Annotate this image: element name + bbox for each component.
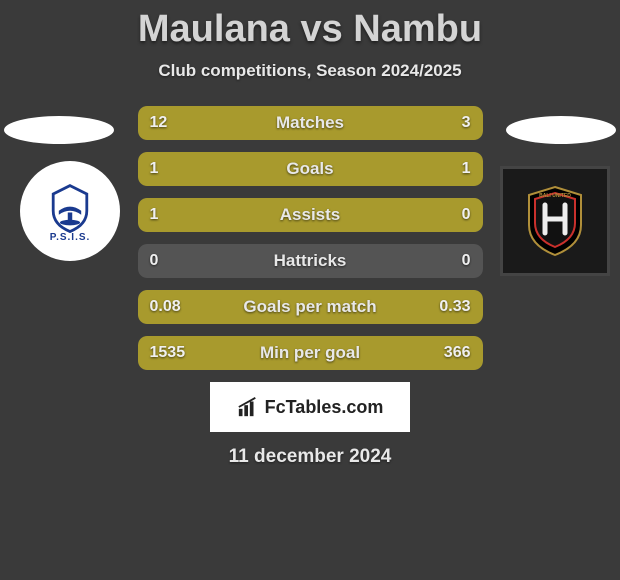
psis-text: P.S.I.S. [50,232,91,243]
psis-logo: P.S.I.S. [30,171,110,251]
stat-value-left: 1535 [150,344,186,362]
stat-fill-right [310,152,483,186]
comparison-content: P.S.I.S. BALI UNITED 12 Matches 3 1 Goals 1 1 A… [0,106,620,370]
stat-value-right: 0.33 [439,298,470,316]
comparison-date: 11 december 2024 [0,446,620,468]
stat-label: Goals [286,159,333,179]
team-badge-right: BALI UNITED [500,166,610,276]
team-badge-left: P.S.I.S. [20,161,120,261]
stat-label: Hattricks [274,251,347,271]
comparison-title: Maulana vs Nambu [0,0,620,51]
brand-text: FcTables.com [265,397,384,418]
stat-label: Assists [280,205,340,225]
stat-value-left: 1 [150,160,159,178]
stat-row: 0.08 Goals per match 0.33 [138,290,483,324]
stat-value-left: 0 [150,252,159,270]
stat-rows: 12 Matches 3 1 Goals 1 1 Assists 0 0 Hattricks 0 0.0… [138,106,483,370]
stat-value-left: 12 [150,114,168,132]
bali-united-logo: BALI UNITED [525,185,585,257]
bali-united-crest-icon: BALI UNITED [525,185,585,257]
stat-value-right: 0 [462,206,471,224]
stat-row: 1 Goals 1 [138,152,483,186]
brand-box: FcTables.com [210,382,410,432]
stat-fill-right [414,106,483,140]
stat-row: 1535 Min per goal 366 [138,336,483,370]
stat-label: Matches [276,113,344,133]
psis-crest-icon [42,180,98,236]
stat-value-right: 366 [444,344,471,362]
stat-value-right: 1 [462,160,471,178]
stat-row: 1 Assists 0 [138,198,483,232]
stat-value-left: 1 [150,206,159,224]
comparison-subtitle: Club competitions, Season 2024/2025 [0,61,620,81]
shadow-ellipse-right [506,116,616,144]
stat-value-left: 0.08 [150,298,181,316]
stat-value-right: 3 [462,114,471,132]
stat-fill-left [138,152,311,186]
stat-label: Goals per match [243,297,376,317]
stat-row: 0 Hattricks 0 [138,244,483,278]
stat-label: Min per goal [260,343,360,363]
stat-row: 12 Matches 3 [138,106,483,140]
fctables-bars-icon [237,396,259,418]
shadow-ellipse-left [4,116,114,144]
stat-value-right: 0 [462,252,471,270]
svg-text:BALI UNITED: BALI UNITED [539,193,571,199]
